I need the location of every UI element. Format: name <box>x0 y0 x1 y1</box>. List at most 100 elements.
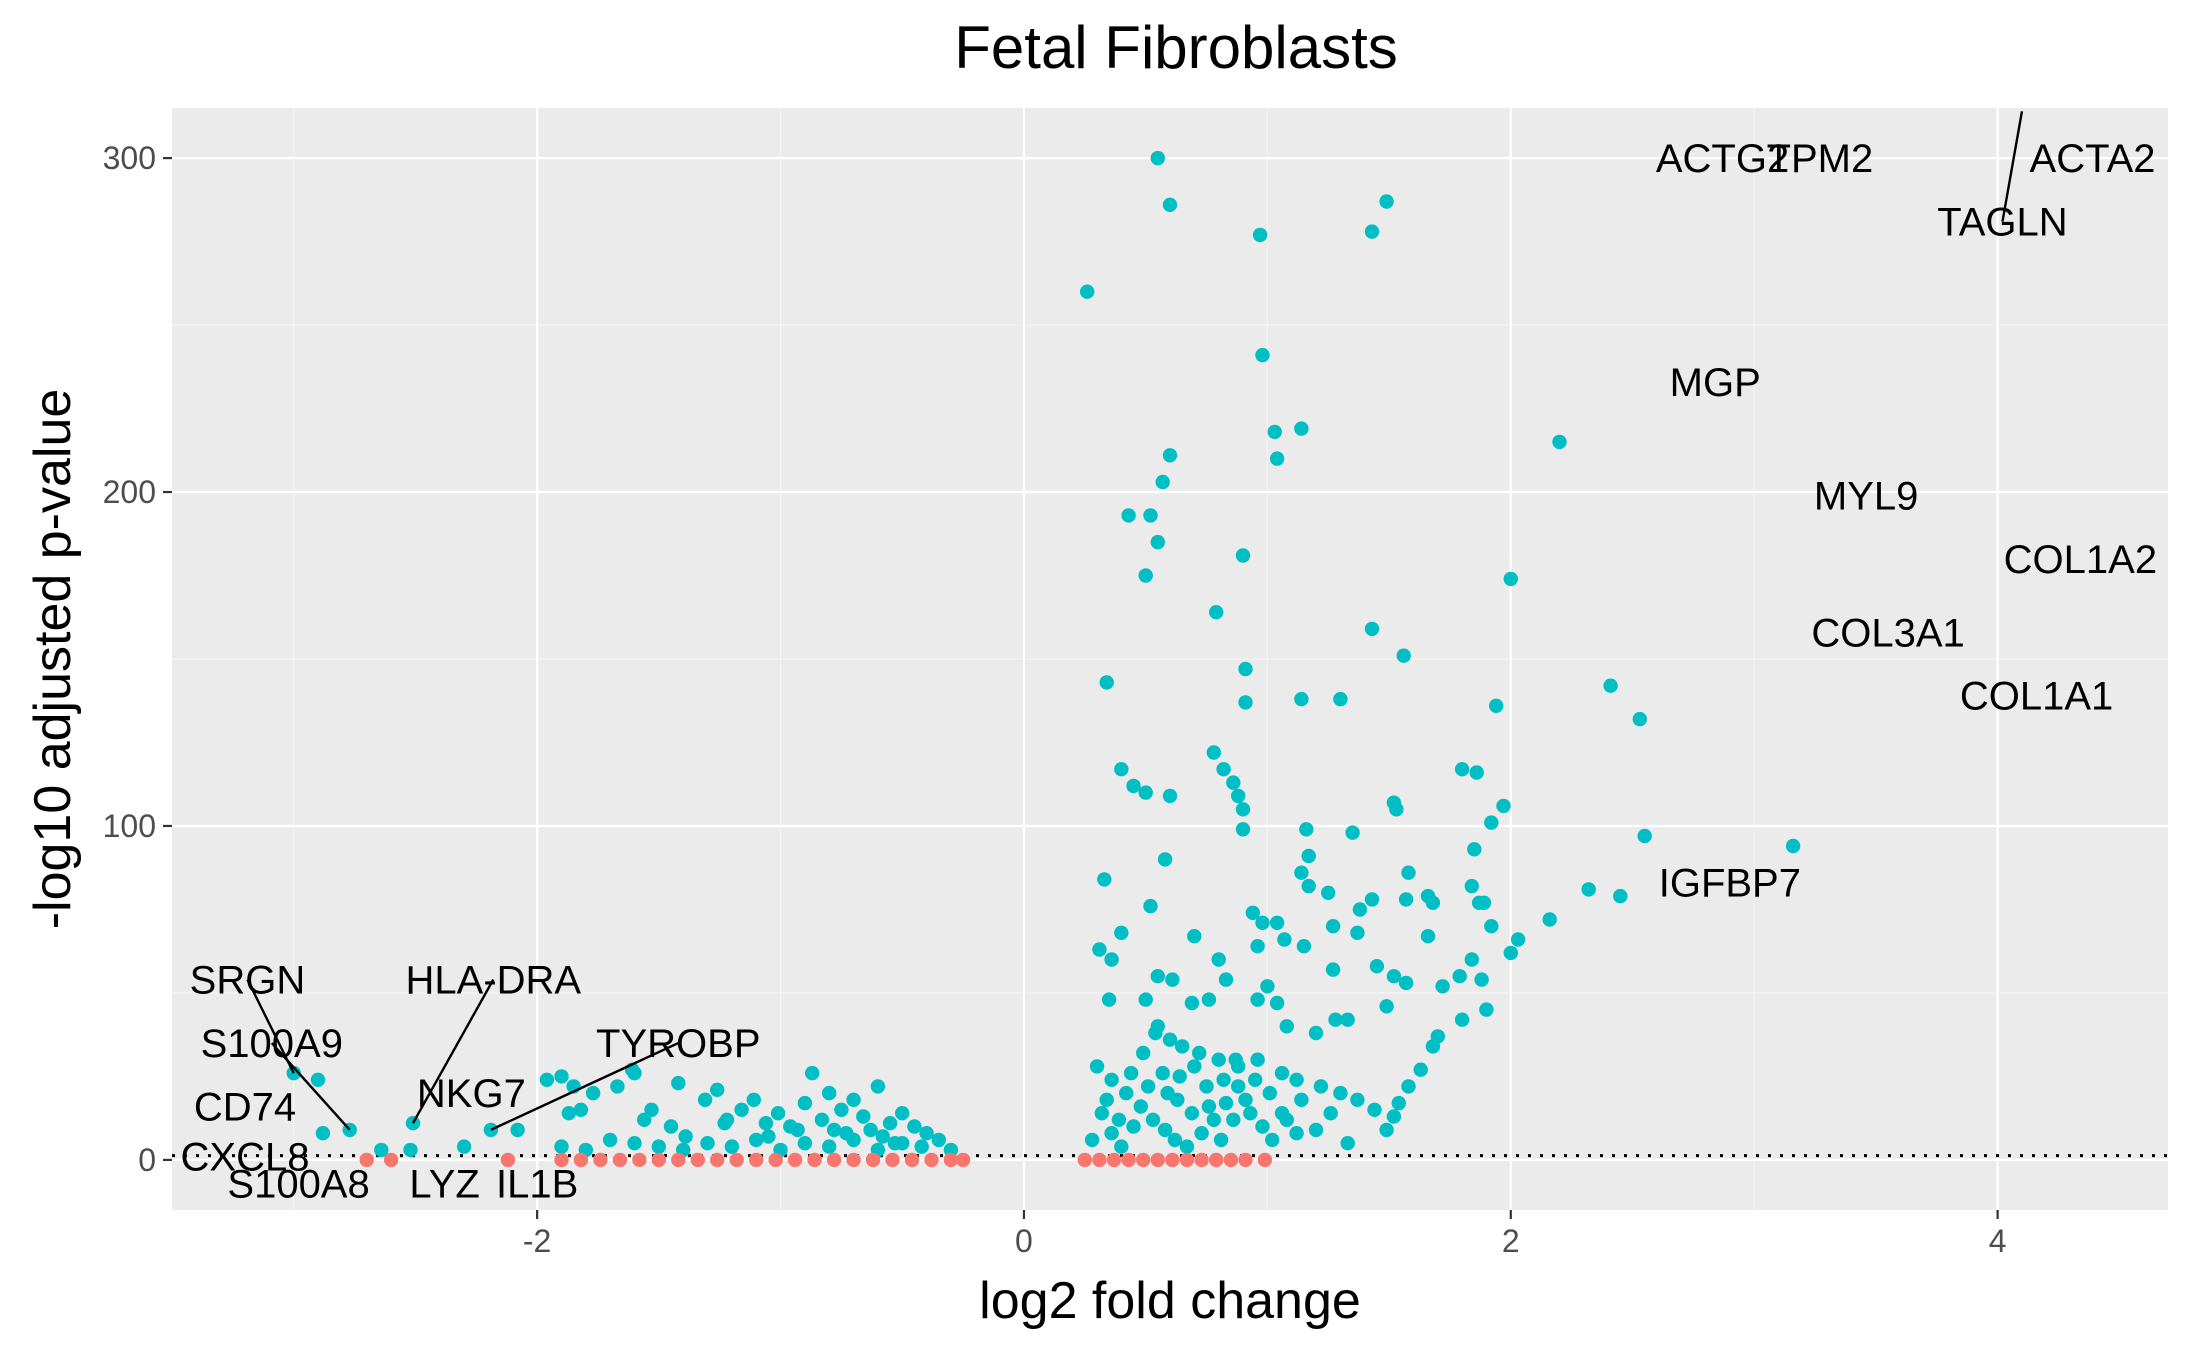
data-point <box>887 1136 903 1151</box>
label-leader-line <box>411 978 495 1124</box>
data-point <box>1150 534 1166 550</box>
y-axis-title: -log10 adjusted p-value <box>24 389 82 930</box>
gene-label: ACTA2 <box>2030 137 2156 181</box>
data-point <box>1454 762 1470 777</box>
data-point <box>1211 1052 1226 1067</box>
data-point <box>1126 1119 1141 1134</box>
data-point <box>822 1139 837 1154</box>
data-point <box>746 1092 761 1108</box>
gene-label: COL3A1 <box>1811 611 1964 655</box>
gene-label: S100A8 <box>227 1162 369 1206</box>
data-point <box>1238 1152 1253 1168</box>
data-point <box>1209 1152 1224 1168</box>
data-point <box>651 1139 666 1154</box>
data-point <box>1260 979 1275 994</box>
data-point <box>1104 1126 1119 1141</box>
data-point <box>1294 1092 1309 1108</box>
data-point <box>1114 1139 1129 1154</box>
data-point <box>1218 972 1234 987</box>
data-point <box>1162 448 1178 463</box>
data-point <box>1262 1085 1278 1101</box>
data-point <box>1364 621 1380 637</box>
data-point <box>1250 1052 1265 1067</box>
data-point <box>865 1152 881 1168</box>
data-point <box>671 1075 686 1091</box>
data-point <box>1089 1059 1105 1074</box>
data-point <box>700 1136 715 1151</box>
data-point <box>1333 1085 1348 1101</box>
data-point <box>797 1136 813 1151</box>
data-point <box>1184 1106 1200 1121</box>
data-point <box>1106 1152 1122 1168</box>
data-point <box>787 1152 803 1168</box>
label-leader-line <box>2001 111 2024 222</box>
data-point <box>500 1152 516 1168</box>
data-point <box>1157 1122 1173 1138</box>
data-point <box>678 1129 693 1144</box>
x-axis-title: log2 fold change <box>979 1272 1361 1330</box>
data-point <box>768 1152 783 1168</box>
data-point <box>1301 878 1316 894</box>
data-point <box>1484 919 1499 934</box>
data-point <box>1206 745 1222 760</box>
data-point <box>1552 434 1567 450</box>
data-point <box>663 1119 679 1134</box>
data-point <box>1119 1085 1134 1101</box>
non-significant-points <box>359 1152 1273 1168</box>
data-point <box>1187 929 1202 944</box>
data-point <box>573 1152 589 1168</box>
data-point <box>1092 1152 1107 1168</box>
data-point <box>1435 979 1450 994</box>
data-point <box>637 1112 652 1128</box>
data-point <box>943 1142 959 1158</box>
x-tick-label: -2 <box>523 1223 551 1259</box>
data-point <box>895 1106 910 1121</box>
gene-label: IL1B <box>496 1162 578 1206</box>
data-point <box>1211 952 1226 967</box>
data-point <box>1160 1085 1175 1101</box>
data-point <box>1279 1019 1295 1034</box>
data-point <box>1294 691 1309 707</box>
data-point <box>1389 802 1404 817</box>
data-point <box>1469 765 1484 780</box>
data-point <box>1133 1099 1149 1114</box>
x-tick-label: 2 <box>1502 1223 1520 1259</box>
data-point <box>1476 895 1492 910</box>
data-point <box>1121 508 1136 523</box>
data-point <box>1413 1062 1428 1077</box>
data-point <box>1255 915 1270 930</box>
data-point <box>1231 788 1246 804</box>
data-point <box>1289 1072 1304 1088</box>
data-points <box>286 150 1801 1168</box>
data-point <box>1138 785 1153 800</box>
data-point <box>1097 872 1112 887</box>
data-point <box>1226 775 1241 790</box>
data-point <box>1235 548 1251 563</box>
data-point <box>1084 1132 1100 1148</box>
data-point <box>690 1152 705 1168</box>
data-point <box>1352 902 1368 917</box>
data-point <box>1274 1106 1290 1121</box>
data-point <box>1238 695 1253 710</box>
data-point <box>1104 1072 1119 1088</box>
data-point <box>1238 1092 1253 1108</box>
data-point <box>627 1065 642 1081</box>
data-point <box>1250 939 1265 954</box>
data-point <box>1216 1072 1231 1088</box>
gene-label: IGFBP7 <box>1659 862 1801 906</box>
data-point <box>904 1152 920 1168</box>
data-point <box>1345 825 1360 840</box>
data-point <box>1398 892 1414 907</box>
data-point <box>1155 1065 1170 1081</box>
data-point <box>1467 842 1482 857</box>
data-point <box>1192 1045 1207 1061</box>
data-point <box>882 1116 898 1131</box>
data-point <box>1136 1045 1151 1061</box>
data-point <box>907 1119 922 1134</box>
data-point <box>1321 885 1336 900</box>
data-point <box>805 1065 820 1081</box>
gene-label: COL1A2 <box>2004 538 2157 582</box>
data-point <box>1350 1092 1365 1108</box>
data-point <box>1213 1132 1229 1148</box>
